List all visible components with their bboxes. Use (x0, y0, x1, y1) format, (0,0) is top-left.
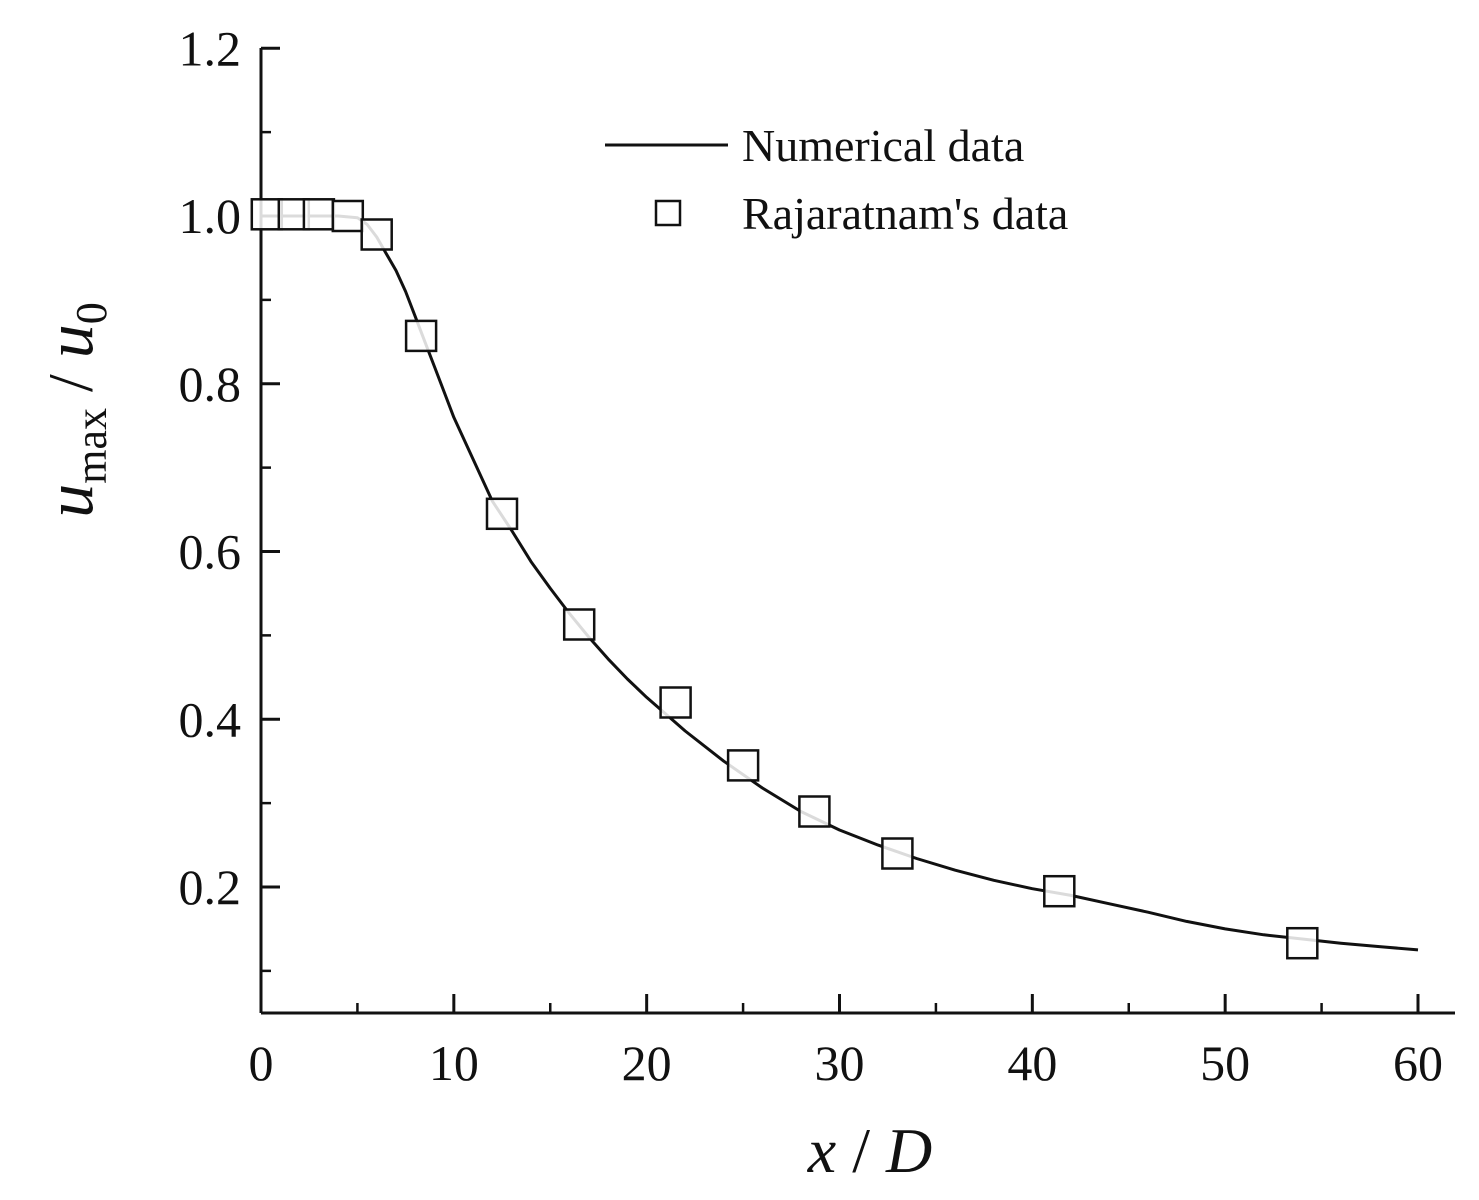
y-tick-label: 0.8 (179, 356, 242, 412)
x-tick-label: 10 (429, 1035, 479, 1091)
legend-label-rajaratnam: Rajaratnam's data (742, 188, 1068, 239)
x-tick-label: 40 (1007, 1035, 1057, 1091)
legend-square-swatch (654, 199, 682, 227)
scatter-point-rajaratnam (798, 795, 831, 828)
ticks: 0 10 20 30 40 50 60 0.2 0.4 0.6 0.8 1.0 1.2 (179, 20, 1444, 1091)
y-tick-label: 0.4 (179, 691, 242, 747)
scatter-point-rajaratnam (1043, 874, 1076, 908)
y-axis-title: umax / u0 (31, 302, 116, 518)
y-axis-title-sep: / (35, 358, 106, 408)
x-axis-title-sep: / (836, 1115, 886, 1186)
x-axis-title: x / D (807, 1115, 932, 1186)
y-axis-title-sub2: 0 (67, 302, 116, 324)
y-axis-title-var: u (31, 484, 107, 518)
legend: Numerical data Rajaratnam's data (605, 120, 1068, 239)
scatter-point-rajaratnam (562, 608, 596, 641)
x-axis-title-var: x (807, 1115, 836, 1186)
y-tick-label: 0.6 (179, 524, 242, 580)
x-tick-label: 50 (1200, 1035, 1250, 1091)
scatter-point-rajaratnam (302, 198, 336, 231)
scatter-point-rajaratnam (360, 218, 393, 251)
y-axis-title-sub: max (67, 408, 116, 484)
series (250, 198, 1419, 960)
legend-label-numerical: Numerical data (742, 120, 1024, 171)
y-tick-label: 1.0 (179, 188, 242, 244)
y-tick-label: 0.2 (179, 859, 242, 915)
scatter-point-rajaratnam (404, 319, 438, 353)
scatter-point-rajaratnam (1286, 926, 1319, 960)
x-tick-label: 30 (815, 1035, 865, 1091)
scatter-point-rajaratnam (726, 749, 760, 782)
scatter-point-rajaratnam (331, 199, 365, 233)
x-tick-label: 60 (1393, 1035, 1443, 1091)
scatter-point-rajaratnam (659, 686, 692, 719)
scatter-point-rajaratnam (485, 497, 519, 531)
x-tick-label: 20 (622, 1035, 672, 1091)
scatter-point-rajaratnam (250, 198, 284, 231)
y-tick-label: 1.2 (179, 20, 242, 76)
scatter-point-rajaratnam (881, 837, 914, 870)
x-tick-label: 0 (249, 1035, 274, 1091)
y-axis-title-var2: u (31, 324, 107, 358)
x-axis-title-var2: D (885, 1115, 932, 1186)
